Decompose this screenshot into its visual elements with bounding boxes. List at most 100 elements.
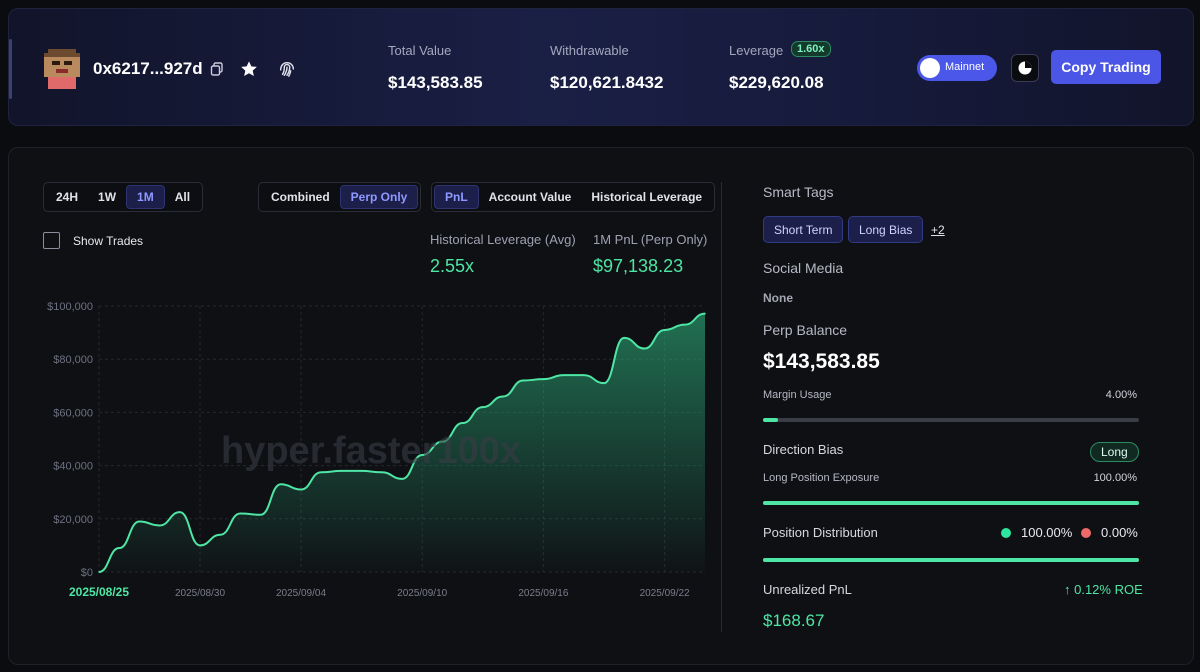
perp-balance-value: $143,583.85	[763, 350, 880, 373]
y-tick-label: $60,000	[53, 407, 93, 419]
wallet-address: 0x6217...927d	[93, 59, 203, 78]
pnl-data-point	[320, 471, 323, 474]
main-panel: 24H 1W 1M All Combined Perp Only PnL Acc…	[8, 147, 1194, 665]
pnl-data-point	[663, 329, 666, 331]
y-tick-label: $80,000	[53, 354, 93, 366]
long-exposure-fill	[763, 501, 1139, 505]
pnl-data-point	[684, 323, 686, 326]
leverage-badge: 1.60x	[791, 41, 831, 57]
range-tab-24h[interactable]: 24H	[56, 190, 79, 204]
pnl-data-point	[340, 470, 343, 472]
metric-tab-historical-leverage[interactable]: Historical Leverage	[591, 190, 703, 204]
pnl-data-point	[562, 374, 565, 376]
total-value-label: Total Value	[388, 43, 452, 58]
y-tick-label: $100,000	[47, 301, 93, 313]
direction-bias-label: Direction Bias	[763, 442, 844, 457]
pnl-data-point	[360, 470, 363, 472]
x-tick-label: 2025/08/25	[69, 585, 129, 599]
mode-tab-perp-only[interactable]: Perp Only	[339, 185, 419, 209]
pnl-data-point	[98, 571, 100, 573]
pnl-data-point	[300, 488, 302, 491]
long-exposure-label: Long Position Exposure	[763, 472, 880, 484]
x-tick-label: 2025/09/16	[518, 588, 568, 599]
x-tick-label: 2025/08/30	[175, 588, 225, 599]
show-trades-checkbox[interactable]	[43, 232, 60, 249]
long-exposure-value: 100.00%	[1093, 472, 1137, 484]
margin-usage-label: Margin Usage	[763, 389, 832, 401]
metric-tab-account-value[interactable]: Account Value	[488, 190, 572, 204]
unrealized-pnl-value: $168.67	[763, 611, 825, 630]
margin-usage-bar	[763, 418, 1139, 422]
pnl-data-point	[482, 406, 484, 408]
pie-chart-icon	[1018, 61, 1032, 75]
long-distribution-value: 100.00%	[1021, 525, 1073, 540]
social-media-heading: Social Media	[763, 260, 844, 276]
leverage-label: Leverage	[729, 43, 784, 58]
range-selector: 24H 1W 1M All	[43, 182, 204, 212]
pnl-chart: $0 $20,000 $40,000 $60,000 $80,000 $100,000 20…	[37, 296, 707, 606]
withdrawable-amount: $120,621.8432	[550, 73, 664, 92]
withdrawable-label: Withdrawable	[550, 43, 629, 58]
pnl-data-point	[199, 544, 201, 547]
account-header: 0x6217...927d Total Value $143,583.85 Wi…	[8, 8, 1194, 126]
pnl-data-point	[239, 512, 242, 515]
avg-leverage-label: Historical Leverage (Avg)	[430, 232, 576, 247]
copy-trading-button[interactable]: Copy Trading	[1051, 50, 1161, 84]
range-tab-1w[interactable]: 1W	[98, 190, 117, 204]
avg-leverage-value: 2.55x	[430, 256, 475, 276]
portfolio-pie-button[interactable]	[1011, 54, 1039, 82]
long-dot-icon	[1001, 528, 1011, 538]
pnl-value: $97,138.23	[593, 256, 684, 276]
y-tick-label: $20,000	[53, 514, 93, 526]
position-distribution-label: Position Distribution	[763, 525, 878, 540]
tag-long-bias[interactable]: Long Bias	[848, 216, 924, 243]
pnl-data-point	[138, 520, 141, 523]
margin-usage-value: 4.00%	[1105, 389, 1137, 401]
x-tick-label: 2025/09/10	[397, 588, 447, 599]
metric-selector: PnL Account Value Historical Leverage	[431, 182, 716, 212]
range-tab-all[interactable]: All	[174, 190, 191, 204]
perp-balance-heading: Perp Balance	[763, 322, 848, 338]
range-tab-1m[interactable]: 1M	[126, 185, 165, 209]
pnl-data-point	[502, 395, 504, 398]
tag-short-term[interactable]: Short Term	[763, 216, 844, 243]
fingerprint-icon[interactable]	[277, 59, 297, 79]
show-trades-label: Show Trades	[73, 234, 144, 248]
unrealized-pnl-label: Unrealized PnL	[763, 582, 852, 597]
pnl-data-point	[280, 483, 282, 486]
pnl-data-point	[461, 422, 464, 424]
panel-divider	[721, 182, 722, 632]
pnl-chart-svg: $0 $20,000 $40,000 $60,000 $80,000 $100,000 20…	[47, 301, 706, 599]
social-media-value: None	[763, 291, 793, 305]
pnl-data-point	[259, 514, 262, 516]
roe-value: ↑ 0.12% ROE	[1064, 582, 1143, 597]
x-tick-label: 2025/09/22	[640, 588, 690, 599]
position-distribution-fill	[763, 558, 1139, 562]
pnl-data-point	[643, 347, 646, 350]
pnl-data-point	[522, 379, 524, 382]
leverage-amount: $229,620.08	[729, 73, 824, 92]
smart-tags-heading: Smart Tags	[763, 184, 834, 200]
pnl-data-point	[219, 533, 221, 536]
tags-more-link[interactable]: +2	[931, 223, 945, 237]
pixel-avatar-icon	[44, 49, 80, 89]
short-dot-icon	[1081, 528, 1091, 538]
position-distribution-bar	[763, 558, 1139, 562]
mode-selector: Combined Perp Only	[258, 182, 422, 212]
pnl-data-point	[623, 337, 625, 339]
mode-tab-combined[interactable]: Combined	[271, 190, 330, 204]
x-tick-label: 2025/09/04	[276, 588, 326, 599]
network-toggle[interactable]: Mainnet	[917, 55, 997, 81]
copy-icon[interactable]	[207, 59, 227, 79]
pnl-data-point	[158, 524, 161, 527]
star-icon[interactable]	[239, 59, 259, 79]
metric-tab-pnl[interactable]: PnL	[434, 185, 479, 209]
y-tick-label: $40,000	[53, 461, 93, 473]
pnl-data-point	[583, 374, 585, 376]
pnl-data-point	[381, 471, 383, 474]
pnl-data-point	[401, 478, 403, 480]
pnl-data-point	[704, 312, 706, 315]
pnl-data-point	[603, 382, 605, 384]
pnl-label: 1M PnL (Perp Only)	[593, 232, 708, 247]
pnl-data-point	[542, 378, 545, 380]
